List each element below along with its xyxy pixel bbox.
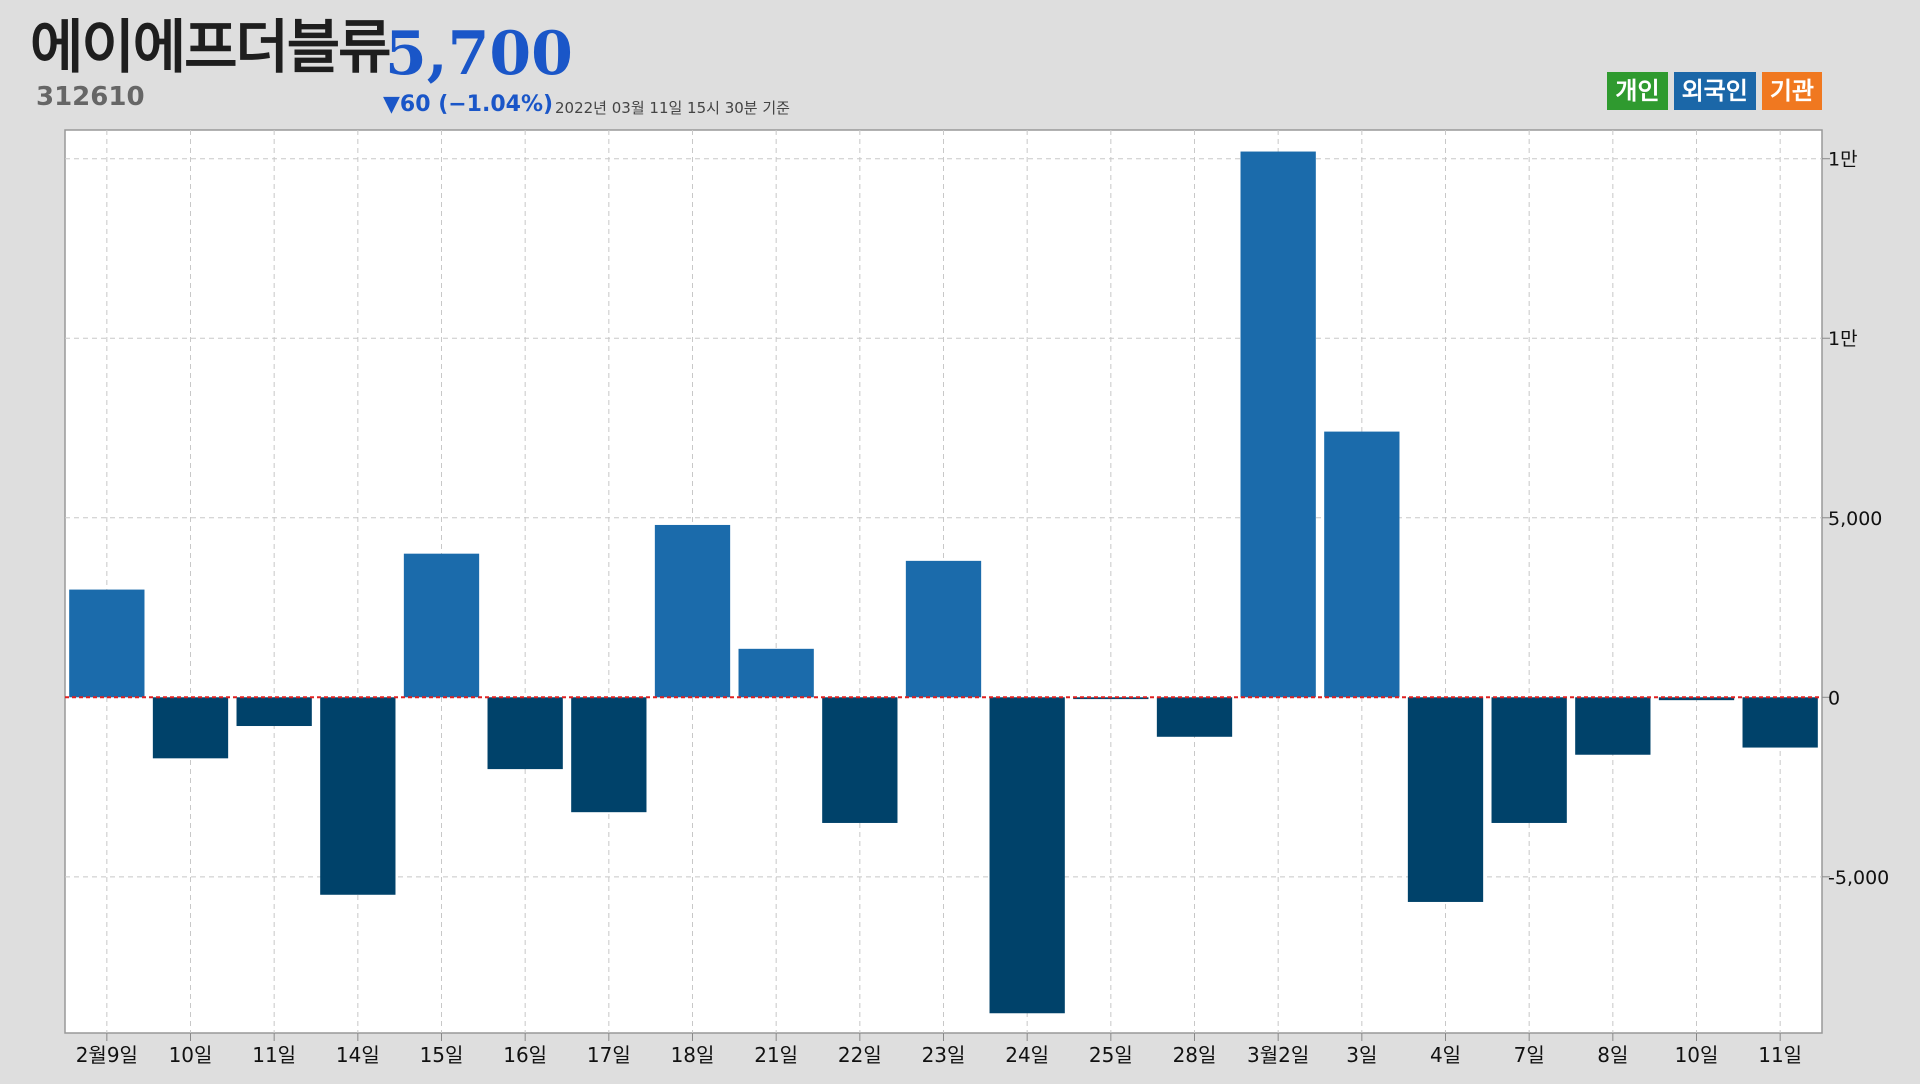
x-tick-label: 23일 [922,1043,966,1067]
bar [822,697,898,823]
stock-name: 에이에프더블류 [30,13,392,81]
bar [152,697,229,759]
x-tick-label: 7일 [1514,1043,1545,1067]
legend-institution[interactable]: 기관 [1761,72,1822,111]
bar [571,697,647,813]
investor-legend: 개인 외국인 기관 [1607,72,1822,111]
x-tick-label: 16일 [503,1043,547,1067]
y-tick-label: 1만 [1828,149,1858,171]
x-tick-label: 25일 [1089,1043,1133,1067]
bar [236,697,312,727]
x-tick-label: 11일 [1758,1043,1802,1067]
x-tick-label: 10일 [1675,1043,1719,1067]
y-tick-label: 5,000 [1828,508,1882,530]
bar [989,697,1065,1014]
bar [738,648,814,698]
price-change: ▼60 (−1.04%) [383,92,554,117]
bar [1324,431,1400,698]
bar [1575,697,1651,755]
y-tick-label: -5,000 [1828,867,1889,889]
current-price: 5,700 [385,19,573,89]
x-tick-label: 14일 [336,1043,380,1067]
bar [403,553,480,698]
x-tick-label: 11일 [252,1043,296,1067]
bar [487,697,563,770]
x-tick-label: 18일 [671,1043,715,1067]
x-tick-label: 21일 [754,1043,798,1067]
x-tick-label: 8일 [1597,1043,1628,1067]
y-tick-label: 0 [1828,687,1840,709]
legend-foreign[interactable]: 외국인 [1673,72,1756,111]
timestamp: 2022년 03월 11일 15시 30분 기준 [555,99,790,117]
bar [1491,697,1567,823]
bar [320,697,396,895]
bar [654,524,731,698]
x-tick-label: 10일 [169,1043,213,1067]
bar [1658,697,1735,701]
x-tick-label: 17일 [587,1043,631,1067]
x-tick-label: 28일 [1173,1043,1217,1067]
bar [1742,697,1818,748]
bar [1407,697,1484,902]
stock-code: 312610 [36,82,145,112]
x-tick-label: 24일 [1005,1043,1049,1067]
bar [905,560,982,698]
x-tick-label: 3월2일 [1247,1043,1309,1067]
y-tick-label: 1만 [1828,328,1858,350]
bar [1156,697,1233,737]
x-tick-label: 2월9일 [76,1043,138,1067]
x-tick-label: 22일 [838,1043,882,1067]
x-tick-label: 15일 [420,1043,464,1067]
x-tick-label: 4일 [1430,1043,1461,1067]
bar [69,589,145,698]
bar [1240,151,1316,698]
x-tick-label: 3일 [1346,1043,1377,1067]
legend-individual[interactable]: 개인 [1607,72,1668,111]
